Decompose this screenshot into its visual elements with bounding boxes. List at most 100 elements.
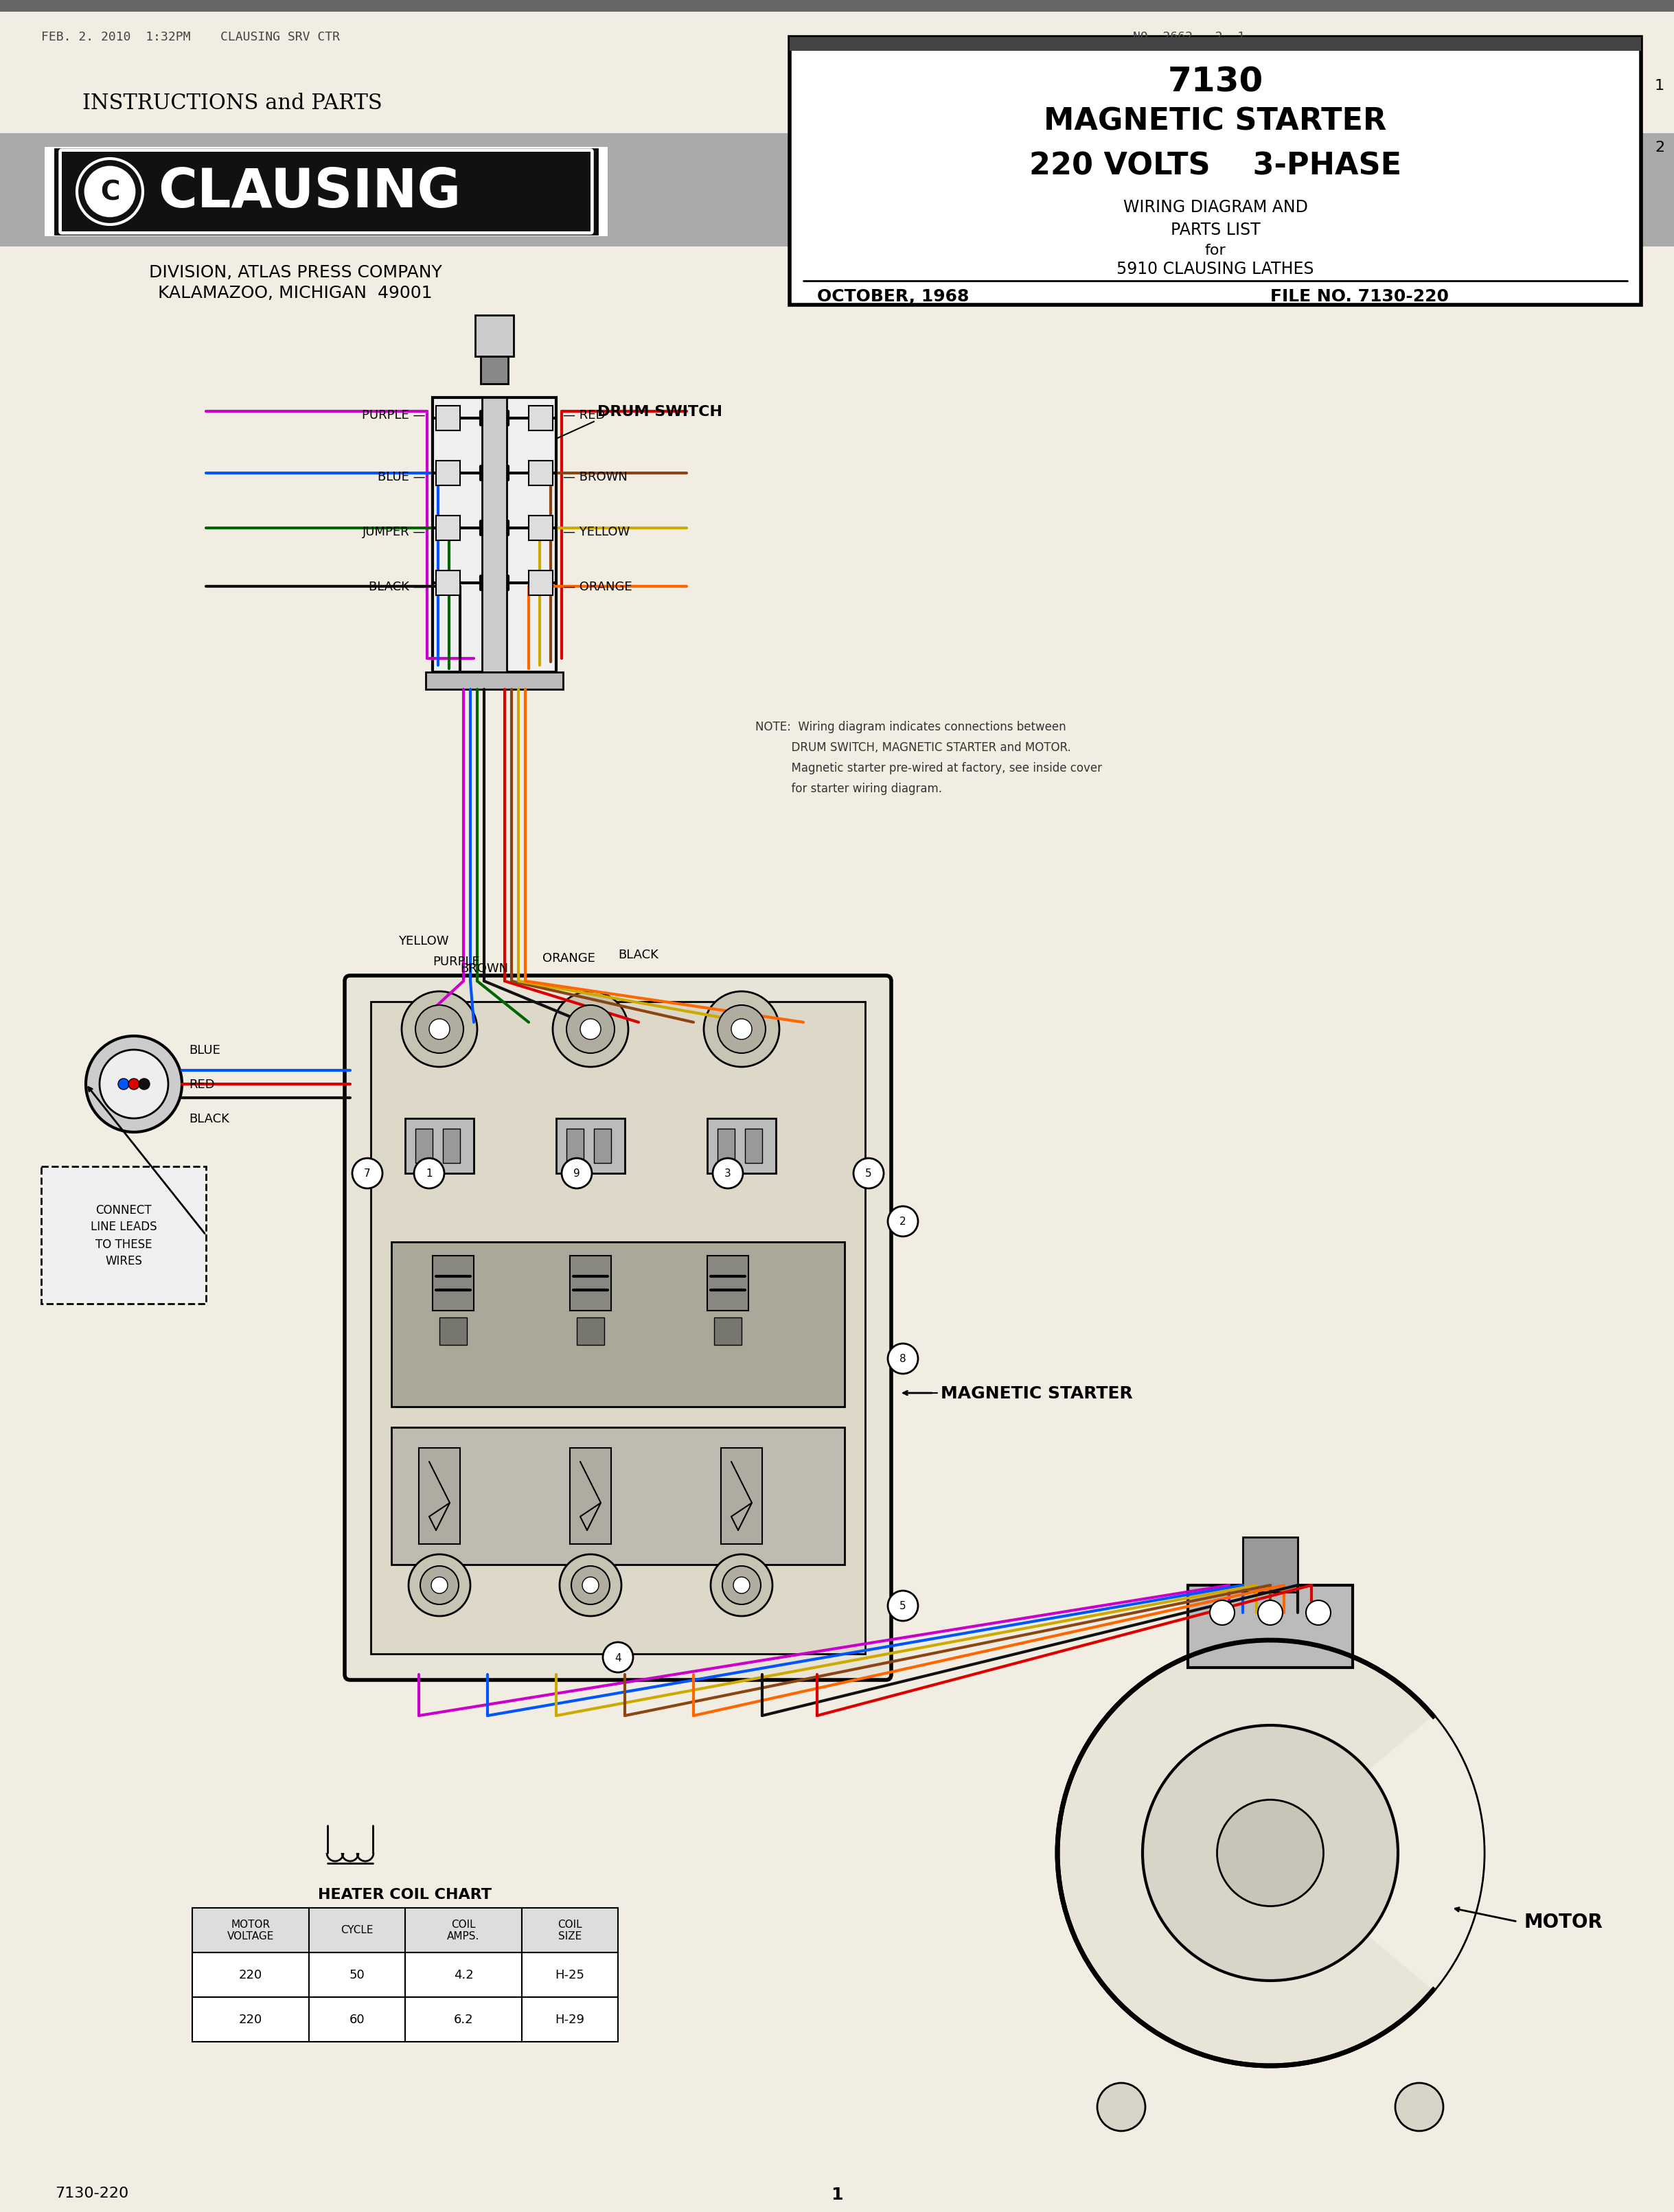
Bar	[556, 1119, 624, 1175]
Text: HEATER COIL CHART: HEATER COIL CHART	[318, 1887, 492, 1900]
Circle shape	[603, 1641, 633, 1672]
Text: 220: 220	[239, 1969, 263, 1980]
Bar	[1189, 1586, 1353, 1668]
FancyBboxPatch shape	[345, 975, 891, 1681]
Text: NO. 2662   2. 1: NO. 2662 2. 1	[1133, 31, 1245, 44]
Circle shape	[408, 1555, 470, 1617]
Bar	[745, 1128, 762, 1164]
Bar	[529, 515, 552, 540]
Circle shape	[713, 1159, 743, 1188]
Text: MOTOR
VOLTAGE: MOTOR VOLTAGE	[228, 1918, 275, 1942]
Text: RED: RED	[189, 1077, 214, 1091]
Text: MAGNETIC STARTER: MAGNETIC STARTER	[941, 1385, 1133, 1402]
Text: 7130-220: 7130-220	[55, 2185, 129, 2199]
Circle shape	[581, 1020, 601, 1040]
Circle shape	[1217, 1801, 1324, 1907]
Text: COIL
AMPS.: COIL AMPS.	[447, 1918, 480, 1942]
Circle shape	[413, 1159, 444, 1188]
Bar	[715, 1318, 742, 1345]
Bar	[405, 1997, 522, 2042]
Text: 1: 1	[830, 2185, 844, 2203]
Bar	[569, 1449, 611, 1544]
Circle shape	[352, 1159, 382, 1188]
Text: MOTOR: MOTOR	[1525, 1911, 1604, 1931]
Bar	[529, 407, 552, 431]
Circle shape	[85, 168, 134, 217]
Text: 4: 4	[614, 1652, 621, 1663]
Text: INSTRUCTIONS and PARTS: INSTRUCTIONS and PARTS	[82, 93, 382, 115]
Text: NOTE:  Wiring diagram indicates connections between: NOTE: Wiring diagram indicates connectio…	[755, 721, 1066, 732]
Text: 5: 5	[865, 1168, 872, 1179]
Bar	[418, 1449, 460, 1544]
Text: 4.2: 4.2	[454, 1969, 474, 1980]
Circle shape	[402, 991, 477, 1066]
Text: KALAMAZOO, MICHIGAN  49001: KALAMAZOO, MICHIGAN 49001	[157, 285, 432, 301]
Bar	[392, 1427, 845, 1564]
Circle shape	[711, 1555, 772, 1617]
Text: 1: 1	[425, 1168, 432, 1179]
Circle shape	[1257, 1601, 1282, 1626]
Circle shape	[1143, 1725, 1398, 1980]
Bar	[482, 398, 507, 672]
Bar	[405, 1953, 522, 1997]
Bar	[415, 1128, 432, 1164]
Text: OCTOBER, 1968: OCTOBER, 1968	[817, 288, 969, 305]
Bar	[42, 1166, 206, 1305]
Circle shape	[129, 1079, 139, 1091]
Circle shape	[571, 1566, 609, 1604]
Circle shape	[1306, 1601, 1331, 1626]
Circle shape	[1058, 1641, 1483, 2066]
Circle shape	[559, 1555, 621, 1617]
Text: 7130: 7130	[1167, 64, 1264, 97]
Text: — YELLOW: — YELLOW	[562, 526, 629, 538]
Bar	[440, 1318, 467, 1345]
Circle shape	[139, 1079, 149, 1091]
Bar	[405, 1119, 474, 1175]
Bar	[569, 1256, 611, 1312]
Circle shape	[854, 1159, 884, 1188]
Bar	[529, 571, 552, 595]
Text: BLACK —: BLACK —	[368, 580, 425, 593]
Bar	[475, 316, 514, 356]
Bar	[392, 1243, 845, 1407]
Text: 5910 CLAUSING LATHES: 5910 CLAUSING LATHES	[1117, 261, 1314, 276]
Circle shape	[420, 1566, 459, 1604]
Text: 3: 3	[725, 1168, 732, 1179]
Text: MAGNETIC STARTER: MAGNETIC STARTER	[1045, 106, 1386, 135]
FancyBboxPatch shape	[59, 150, 593, 234]
Bar	[55, 150, 598, 234]
Circle shape	[429, 1020, 450, 1040]
Bar	[45, 148, 608, 237]
Circle shape	[415, 1006, 464, 1053]
Circle shape	[552, 991, 628, 1066]
Text: DRUM SWITCH: DRUM SWITCH	[598, 405, 723, 418]
Text: 1: 1	[1656, 80, 1664, 93]
Text: BLUE: BLUE	[189, 1044, 221, 1057]
Bar	[435, 407, 460, 431]
Text: WIRING DIAGRAM AND: WIRING DIAGRAM AND	[1123, 199, 1307, 215]
Circle shape	[432, 1577, 447, 1593]
Bar	[522, 1909, 618, 1953]
Text: PURPLE —: PURPLE —	[362, 409, 425, 422]
Bar	[310, 1909, 405, 1953]
Text: 220: 220	[239, 2013, 263, 2026]
Text: CYCLE: CYCLE	[341, 1924, 373, 1936]
Text: 2: 2	[1656, 142, 1664, 155]
Text: DIVISION, ATLAS PRESS COMPANY: DIVISION, ATLAS PRESS COMPANY	[149, 263, 442, 281]
Circle shape	[733, 1577, 750, 1593]
Circle shape	[1210, 1601, 1234, 1626]
Bar	[718, 1128, 735, 1164]
Bar	[432, 1256, 474, 1312]
Bar	[435, 462, 460, 487]
Bar	[706, 1119, 775, 1175]
Polygon shape	[1271, 1717, 1483, 1991]
Bar	[566, 1128, 584, 1164]
Text: CONNECT
LINE LEADS
TO THESE
WIRES: CONNECT LINE LEADS TO THESE WIRES	[90, 1203, 157, 1267]
Text: H-29: H-29	[556, 2013, 584, 2026]
Circle shape	[887, 1345, 917, 1374]
Circle shape	[583, 1577, 599, 1593]
Circle shape	[85, 1037, 182, 1133]
Text: BLACK: BLACK	[189, 1113, 229, 1126]
Bar	[0, 135, 1674, 248]
Bar	[480, 356, 509, 385]
